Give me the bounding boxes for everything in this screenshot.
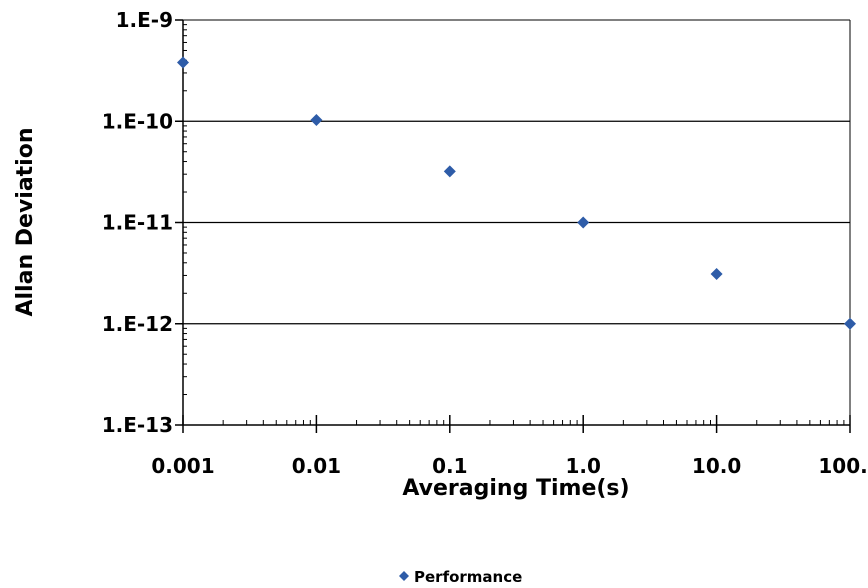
- x-tick-label: 100.0: [818, 454, 868, 478]
- y-tick-labels: 1.E-9 1.E-10 1.E-11 1.E-12 1.E-13: [102, 8, 173, 437]
- y-tick-label: 1.E-12: [102, 312, 173, 336]
- data-point: [710, 267, 723, 280]
- data-point: [177, 56, 189, 69]
- data-point: [310, 113, 323, 126]
- legend-label: Performance: [414, 568, 522, 586]
- x-axis-title: Averaging Time(s): [402, 476, 629, 501]
- x-tick-label: 0.1: [432, 454, 467, 478]
- x-tick-labels: 0.001 0.01 0.1 1.0 10.0 100.0: [151, 454, 868, 478]
- gridlines: [183, 19, 850, 325]
- y-tick-label: 1.E-9: [116, 8, 173, 32]
- x-tick-label: 0.001: [151, 454, 214, 478]
- y-tick-label: 1.E-11: [102, 211, 173, 235]
- minor-ticks: [175, 19, 851, 433]
- y-axis-title: Allan Deviation: [13, 127, 38, 316]
- data-point: [443, 165, 456, 178]
- data-points: [177, 56, 856, 330]
- x-tick-label: 10.0: [692, 454, 741, 478]
- legend: Performance: [399, 568, 522, 586]
- x-tick-label: 1.0: [565, 454, 600, 478]
- y-tick-label: 1.E-13: [102, 413, 173, 437]
- legend-diamond-icon: [399, 571, 409, 581]
- data-point: [577, 216, 590, 229]
- y-tick-label: 1.E-10: [102, 109, 173, 133]
- data-point: [844, 317, 856, 330]
- x-tick-label: 0.01: [292, 454, 341, 478]
